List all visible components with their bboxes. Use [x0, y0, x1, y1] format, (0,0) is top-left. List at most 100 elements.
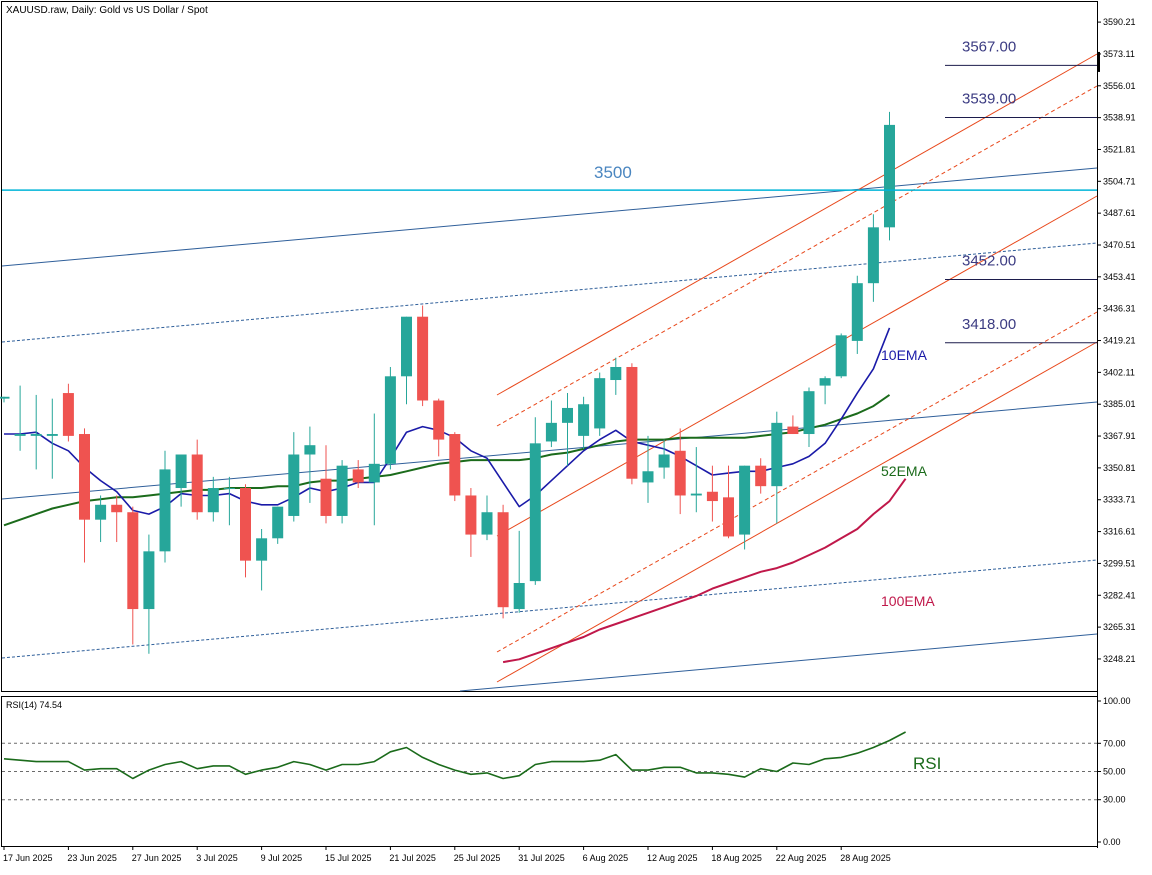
price-tick-label: 3299.51 — [1103, 558, 1136, 568]
candle — [352, 460, 364, 489]
candle-body — [143, 551, 155, 610]
candle-body — [545, 422, 557, 442]
rsi-tick-label: 50.00 — [1103, 767, 1126, 777]
candle — [819, 376, 831, 405]
candle — [787, 415, 799, 435]
candle-body — [867, 227, 879, 284]
candle — [642, 435, 654, 503]
candle-body — [159, 469, 171, 552]
candle-body — [62, 393, 74, 436]
channel-line-bottom-mid — [496, 311, 1098, 653]
candle-body — [256, 538, 268, 561]
level-3500-label: 3500 — [594, 163, 632, 182]
time-tick-label: 18 Aug 2025 — [711, 853, 762, 863]
candle-body — [706, 491, 718, 502]
candle — [690, 447, 702, 513]
time-axis: 17 Jun 2025 23 Jun 2025 27 Jun 2025 3 Jul 2… — [3, 846, 891, 863]
candle — [368, 413, 380, 526]
candle-body — [95, 504, 107, 520]
candle — [497, 504, 509, 619]
candle — [529, 417, 541, 585]
price-tick-label: 3316.61 — [1103, 527, 1136, 537]
price-tick-label: 3282.41 — [1103, 590, 1136, 600]
candle — [159, 450, 171, 563]
ema10-label: 10EMA — [881, 347, 928, 363]
price-levels: 3567.00 3539.00 3452.00 3418.00 — [2, 38, 1097, 344]
candle — [401, 316, 412, 405]
time-tick-label: 15 Jul 2025 — [325, 853, 372, 863]
price-tick-label: 3556.01 — [1103, 81, 1136, 91]
price-tick-label: 3333.71 — [1103, 495, 1136, 505]
price-tick-label: 3538.91 — [1103, 113, 1136, 123]
candle-body — [14, 434, 26, 436]
time-tick-label: 27 Jun 2025 — [132, 853, 182, 863]
candle — [594, 372, 606, 436]
candle-body — [690, 493, 702, 496]
time-tick-label: 3 Jul 2025 — [196, 853, 238, 863]
ema100-line — [502, 478, 907, 664]
candle — [513, 530, 525, 613]
candle-body — [207, 488, 219, 513]
price-tick-label: 3350.81 — [1103, 463, 1136, 473]
candle — [288, 432, 300, 522]
price-tick-label: 3470.51 — [1103, 240, 1136, 250]
price-tick-label: 3573.11 — [1103, 49, 1135, 59]
candle — [658, 439, 670, 479]
candle-body — [851, 283, 863, 341]
channel-line-top-mid — [496, 85, 1098, 427]
channel-line-bottom — [496, 341, 1098, 683]
candle-body — [594, 378, 606, 429]
candle-body — [497, 512, 509, 608]
rsi-label: RSI — [913, 754, 941, 773]
candle — [433, 398, 445, 457]
candle-body — [755, 465, 767, 487]
ema52-label: 52EMA — [881, 463, 928, 479]
candle — [336, 460, 348, 524]
candle-body — [384, 376, 396, 464]
time-tick-label: 22 Aug 2025 — [776, 853, 827, 863]
trend-line-upper — [1, 167, 1098, 267]
candle — [191, 439, 203, 520]
time-tick-label: 31 Jul 2025 — [518, 853, 565, 863]
candle-body — [127, 512, 139, 610]
candle-body — [578, 404, 590, 436]
price-tick-label: 3385.01 — [1103, 399, 1136, 409]
candle — [723, 465, 734, 539]
candle — [610, 357, 622, 395]
candle — [803, 387, 815, 448]
rsi-tick-label: 0.00 — [1103, 837, 1121, 847]
time-tick-label: 28 Aug 2025 — [840, 853, 891, 863]
candle-body — [465, 495, 477, 535]
candle — [578, 396, 590, 449]
candles — [0, 111, 895, 654]
candle-body — [787, 426, 799, 435]
time-tick-label: 9 Jul 2025 — [261, 853, 303, 863]
time-tick-label: 23 Jun 2025 — [67, 853, 117, 863]
candle-body — [819, 378, 831, 386]
candle — [884, 111, 895, 241]
price-axis: 3590.21 3573.11 3556.01 3538.91 3521.81 3504.… — [1097, 17, 1136, 664]
candle-body — [884, 124, 895, 228]
candle-body — [771, 422, 783, 487]
candle — [207, 476, 219, 522]
candle-body — [739, 465, 751, 535]
candle-body — [304, 445, 316, 455]
price-tick-label: 3453.41 — [1103, 272, 1136, 282]
price-panel-frame — [1, 1, 1098, 692]
candle-body — [481, 512, 493, 535]
candle — [46, 398, 58, 479]
candle — [256, 528, 268, 591]
candle — [79, 428, 90, 563]
candle-body — [723, 497, 734, 537]
candle — [465, 488, 477, 557]
candle-body — [175, 454, 187, 489]
time-tick-label: 21 Jul 2025 — [389, 853, 436, 863]
price-tick-label: 3419.21 — [1103, 336, 1136, 346]
candle-body — [401, 316, 412, 377]
channel-lines — [1, 53, 1098, 692]
candle — [755, 458, 767, 494]
candle-body — [191, 454, 203, 513]
candle — [867, 214, 879, 302]
